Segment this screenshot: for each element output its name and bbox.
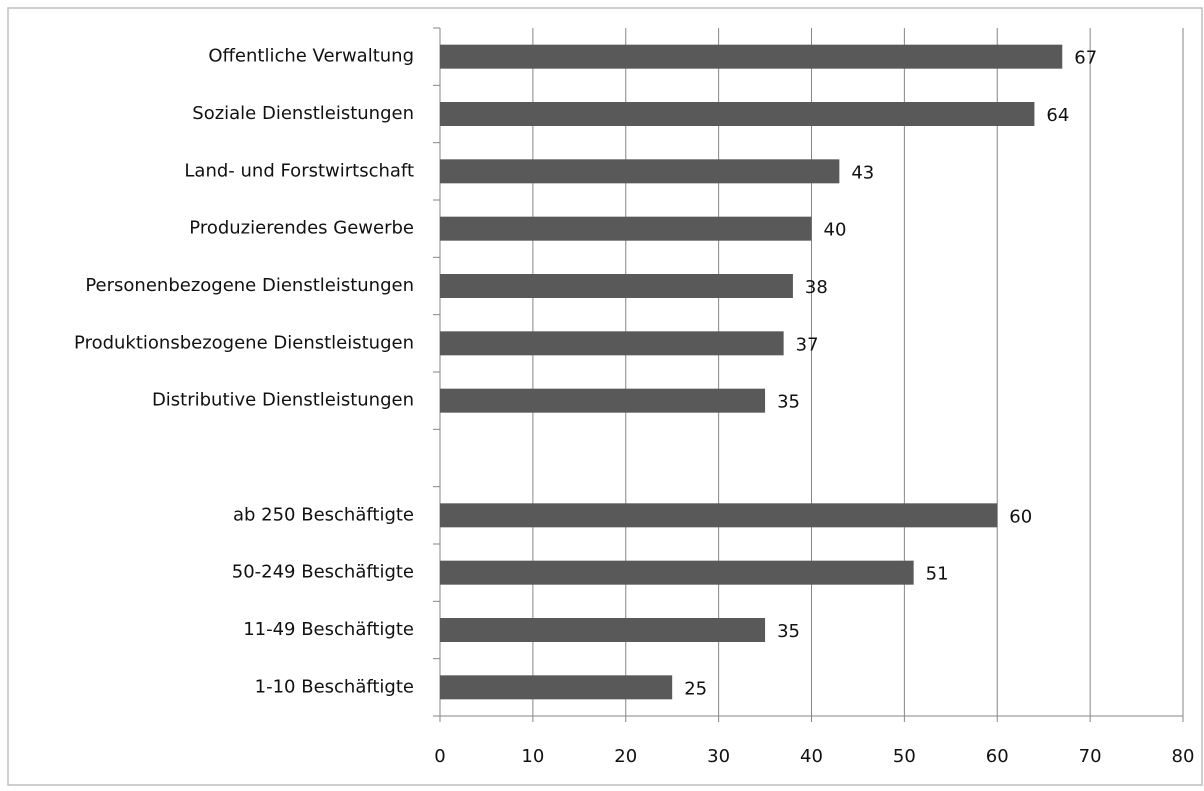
data-label: 40 bbox=[824, 220, 847, 241]
y-tick-label: Distributive Dienstleistungen bbox=[152, 390, 414, 411]
data-label: 51 bbox=[926, 564, 949, 585]
bar bbox=[440, 159, 840, 184]
y-tick-label: Produktionsbezogene Dienstleistugen bbox=[74, 332, 414, 353]
y-tick-label: ab 250 Beschäftigte bbox=[233, 504, 414, 525]
y-tick-label: Produzierendes Gewerbe bbox=[189, 218, 414, 239]
y-tick-label: Soziale Dienstleistungen bbox=[192, 103, 414, 124]
x-tick-label: 40 bbox=[800, 746, 823, 767]
data-label: 38 bbox=[805, 277, 828, 298]
y-tick-label: 1-10 Beschäftigte bbox=[255, 676, 414, 697]
data-label: 25 bbox=[684, 678, 707, 699]
bar bbox=[440, 675, 673, 700]
x-tick-label: 0 bbox=[434, 746, 445, 767]
y-tick-label: Land- und Forstwirtschaft bbox=[184, 160, 414, 181]
data-label: 35 bbox=[777, 621, 800, 642]
y-tick-label: 11-49 Beschäftigte bbox=[243, 619, 414, 640]
x-tick-label: 20 bbox=[614, 746, 637, 767]
data-label: 64 bbox=[1046, 105, 1069, 126]
bar bbox=[440, 102, 1035, 126]
bar bbox=[440, 331, 784, 356]
bar bbox=[440, 388, 766, 413]
data-label: 67 bbox=[1074, 48, 1097, 69]
x-tick-label: 50 bbox=[893, 746, 916, 767]
bar bbox=[440, 216, 812, 241]
data-label: 43 bbox=[851, 162, 874, 183]
x-tick-label: 10 bbox=[521, 746, 544, 767]
bar bbox=[440, 560, 914, 585]
x-tick-label: 30 bbox=[707, 746, 730, 767]
y-tick-label: Personenbezogene Dienstleistungen bbox=[85, 275, 414, 296]
bar bbox=[440, 618, 766, 642]
x-tick-label: 60 bbox=[986, 746, 1009, 767]
data-label: 37 bbox=[796, 334, 819, 355]
bar bbox=[440, 503, 998, 528]
y-tick-label: 50-249 Beschäftigte bbox=[232, 562, 414, 583]
chart-border bbox=[7, 7, 1203, 786]
data-label: 35 bbox=[777, 392, 800, 413]
data-label: 60 bbox=[1009, 506, 1032, 527]
x-tick-label: 80 bbox=[1172, 746, 1195, 767]
x-tick-label: 70 bbox=[1079, 746, 1102, 767]
y-tick-label: Offentliche Verwaltung bbox=[208, 46, 414, 67]
bar bbox=[440, 44, 1063, 69]
bar bbox=[440, 274, 793, 298]
